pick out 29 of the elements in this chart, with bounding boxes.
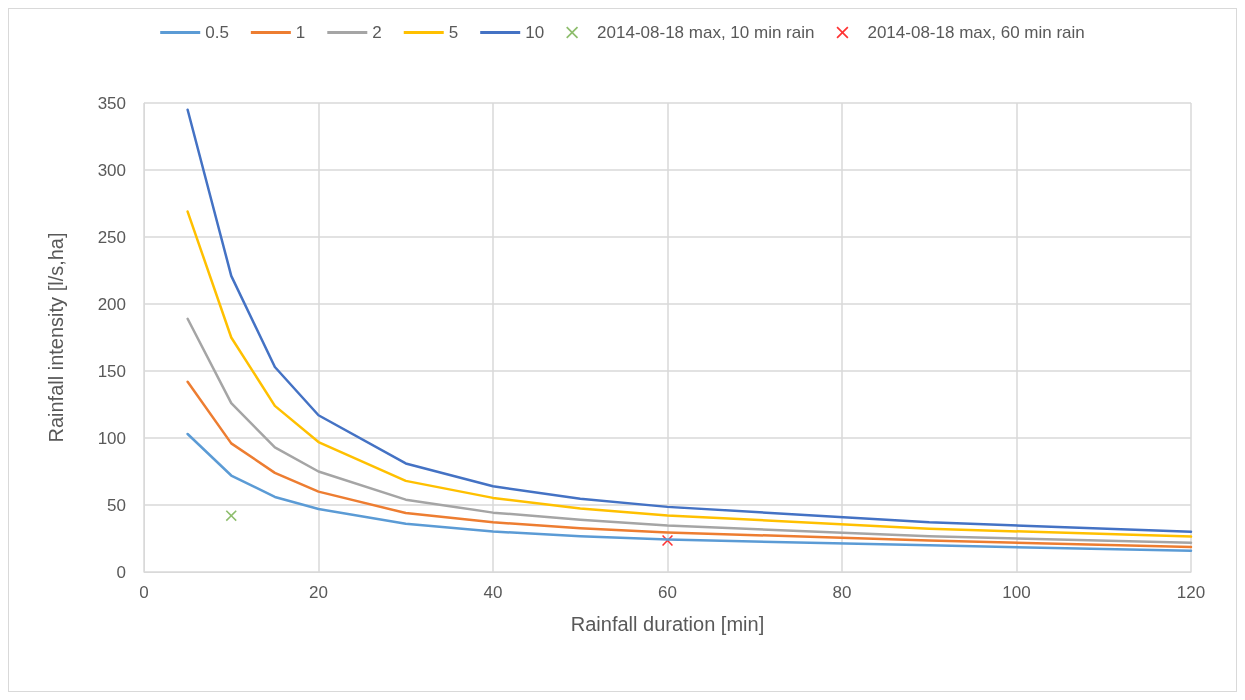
- legend-label: 2014-08-18 max, 60 min rain: [867, 23, 1085, 42]
- legend-label: 2014-08-18 max, 10 min rain: [597, 23, 815, 42]
- legend-label: 1: [295, 23, 306, 42]
- x-tick-label: 40: [483, 583, 503, 602]
- y-tick-label: 50: [107, 495, 126, 515]
- line-series: [186, 317, 1193, 545]
- legend-label: 5: [448, 23, 459, 42]
- y-tick-label: 100: [97, 428, 126, 448]
- x-tick-label: 120: [1176, 583, 1206, 602]
- legend-label: 2: [372, 23, 382, 42]
- y-tick-label: 350: [97, 93, 126, 113]
- line-series: [186, 108, 1193, 534]
- y-tick-label: 0: [116, 562, 126, 582]
- x-tick-label: 20: [309, 583, 328, 602]
- y-tick-label: 150: [97, 361, 126, 381]
- x-axis-title: Rainfall duration [min]: [570, 613, 765, 635]
- x-tick-label: 100: [1002, 583, 1031, 602]
- y-tick-label: 300: [97, 160, 126, 180]
- x-tick-label: 80: [832, 583, 852, 602]
- line-series: [186, 432, 1193, 553]
- legend-label: 0.5: [205, 23, 229, 42]
- y-axis-title: Rainfall intensity [l/s,ha]: [45, 232, 67, 443]
- x-tick-label: 0: [139, 583, 149, 602]
- legend-label: 10: [525, 23, 545, 42]
- line-series: [186, 210, 1193, 538]
- x-tick-label: 60: [658, 583, 677, 602]
- y-tick-label: 200: [97, 294, 126, 314]
- y-tick-label: 250: [97, 227, 126, 247]
- line-series: [186, 380, 1193, 549]
